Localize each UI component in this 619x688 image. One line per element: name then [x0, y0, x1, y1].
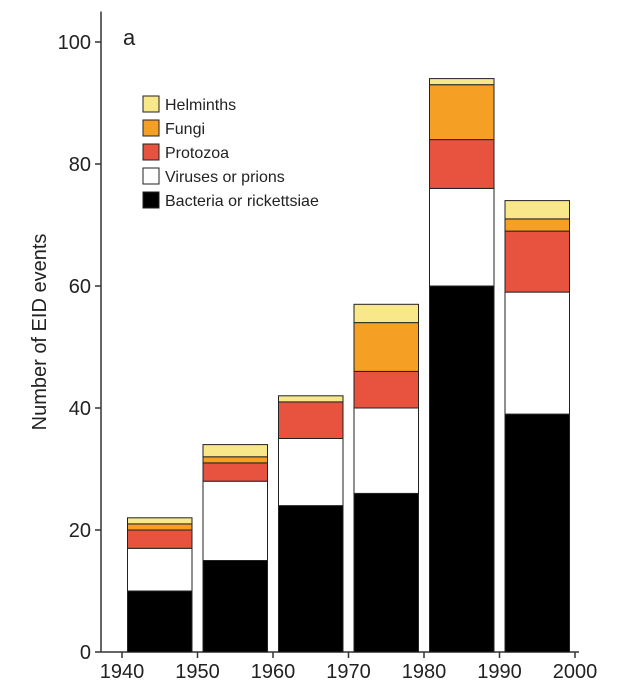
bar-segment-fungi-1980 — [429, 84, 495, 141]
bar-segment-protozoa-1950 — [202, 462, 268, 482]
bar-segment-bacteria-or-rickettsiae-1970 — [353, 492, 419, 653]
legend-label-viruses-or-prions: Viruses or prions — [165, 169, 285, 186]
bar-segment-helminths-1980 — [429, 78, 495, 86]
bar-segment-viruses-or-prions-1960 — [278, 438, 344, 507]
x-tick-label: 1950 — [175, 661, 220, 683]
y-tick-label: 60 — [69, 276, 91, 298]
legend-swatch-protozoa — [142, 143, 160, 161]
legend-label-bacteria-or-rickettsiae: Bacteria or rickettsiae — [165, 193, 319, 210]
bar-segment-viruses-or-prions-1940 — [127, 547, 193, 592]
legend-swatch-viruses-or-prions — [142, 167, 160, 185]
bar-segment-helminths-1960 — [278, 395, 344, 403]
bar-segment-viruses-or-prions-1980 — [429, 187, 495, 287]
bar-segment-fungi-1950 — [202, 456, 268, 464]
bar-segment-viruses-or-prions-1970 — [353, 407, 419, 494]
bar-segment-viruses-or-prions-1990 — [504, 291, 570, 415]
legend-swatch-fungi — [142, 119, 160, 137]
y-tick-label: 100 — [58, 32, 91, 54]
bar-segment-fungi-1970 — [353, 322, 419, 372]
legend-label-protozoa: Protozoa — [165, 145, 229, 162]
bar-segment-helminths-1950 — [202, 444, 268, 458]
y-tick-label: 0 — [80, 642, 91, 664]
bar-segment-fungi-1990 — [504, 218, 570, 232]
bars — [127, 78, 570, 653]
x-tick-label: 1990 — [477, 661, 522, 683]
bar-segment-protozoa-1990 — [504, 230, 570, 293]
bar-segment-bacteria-or-rickettsiae-1940 — [127, 590, 193, 653]
x-tick-label: 2000 — [553, 661, 598, 683]
bar-segment-helminths-1940 — [127, 517, 193, 525]
bar-segment-protozoa-1970 — [353, 370, 419, 409]
y-axis-title: Number of EID events — [29, 234, 51, 431]
bar-segment-fungi-1940 — [127, 523, 193, 531]
legend-label-fungi: Fungi — [165, 121, 205, 138]
y-tick-label: 40 — [69, 398, 91, 420]
x-tick-label: 1960 — [251, 661, 296, 683]
legend-label-helminths: Helminths — [165, 97, 236, 114]
bar-segment-protozoa-1940 — [127, 529, 193, 549]
x-tick-label: 1970 — [326, 661, 371, 683]
bar-segment-bacteria-or-rickettsiae-1980 — [429, 285, 495, 653]
legend-swatch-bacteria-or-rickettsiae — [142, 191, 160, 209]
bar-segment-protozoa-1980 — [429, 139, 495, 189]
legend: Helminths Fungi Protozoa Viruses or prions B… — [142, 95, 319, 210]
x-tick-label: 1980 — [402, 661, 447, 683]
bar-segment-helminths-1970 — [353, 303, 419, 324]
bar-segment-bacteria-or-rickettsiae-1990 — [504, 413, 570, 653]
bar-segment-helminths-1990 — [504, 200, 570, 220]
legend-swatch-helminths — [142, 95, 160, 113]
panel-label: a — [123, 25, 136, 50]
y-tick-label: 20 — [69, 520, 91, 542]
axes: 0 20 40 60 80 100 1940 1950 1960 1970 1980 1990 2000 — [58, 11, 598, 683]
x-tick-label: 1940 — [100, 661, 145, 683]
bar-segment-protozoa-1960 — [278, 401, 344, 439]
bar-segment-viruses-or-prions-1950 — [202, 480, 268, 562]
y-tick-label: 80 — [69, 154, 91, 176]
bar-segment-bacteria-or-rickettsiae-1950 — [202, 560, 268, 653]
bar-segment-bacteria-or-rickettsiae-1960 — [278, 505, 344, 653]
